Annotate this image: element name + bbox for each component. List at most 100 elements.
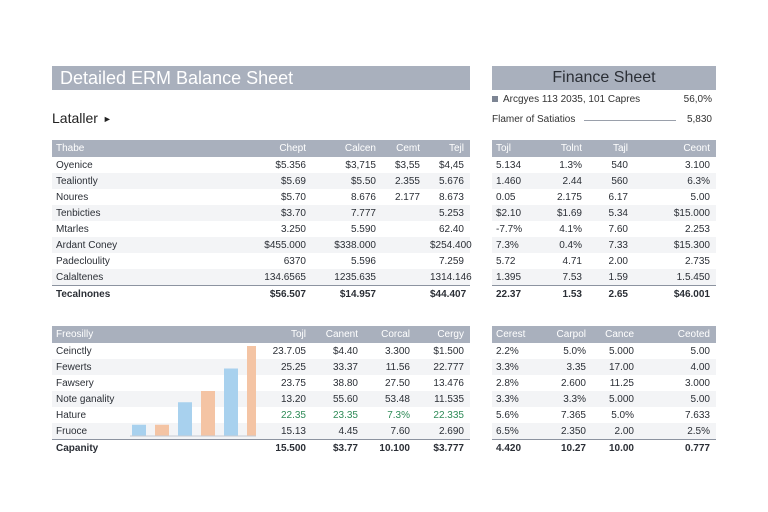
table-cell	[382, 237, 426, 253]
table-row[interactable]: Noures $5.70 8.676 2.177 8.673	[52, 189, 470, 205]
table-cell: 5.00	[690, 345, 710, 357]
table-row[interactable]: Ceinctly 23.7.05 $4.40 3.300 $1.500	[52, 343, 470, 359]
column-header[interactable]: Ceont	[634, 140, 716, 157]
table-cell: 1.460	[492, 173, 544, 189]
section-selector[interactable]: Lataller ►	[52, 110, 112, 126]
table-cell: 2.44	[544, 173, 588, 189]
table-row[interactable]: 7.3% 0.4% 7.33 $15.300	[492, 237, 716, 253]
column-header[interactable]	[132, 326, 260, 343]
table-cell: 5.0%	[611, 409, 634, 421]
table-cell: 5.253	[426, 205, 470, 221]
table-row[interactable]: Tenbicties $3.70 7.777 5.253	[52, 205, 470, 221]
table-cell: 11.56	[364, 359, 416, 375]
table-cell: 17.00	[592, 359, 640, 375]
balance-table: Thabe Chept Calcen Cemt Tejl Oyenice $5.356 $3,…	[52, 140, 472, 302]
table-row[interactable]: 1.460 2.44 560 6.3%	[492, 173, 716, 189]
table-cell: $3.70	[172, 205, 312, 221]
table-row[interactable]: 2.2% 5.0% 5.000 5.00	[492, 343, 716, 359]
table-cell: 5.6%	[496, 409, 519, 421]
total-cell: 10.27	[544, 439, 592, 456]
caret-right-icon: ►	[102, 114, 112, 124]
table-row[interactable]: 1.395 7.53 1.59 1.5.450	[492, 269, 716, 286]
table-cell: 38.80	[332, 377, 358, 389]
table-row[interactable]: 5.72 4.71 2.00 2.735	[492, 253, 716, 269]
table-cell: 1235.635	[312, 269, 382, 286]
column-header[interactable]: Thabe	[52, 140, 172, 157]
table-cell: 7.60	[364, 423, 416, 440]
table-cell: 7.633	[684, 409, 710, 421]
table-row[interactable]: 6.5% 2.350 2.00 2.5%	[492, 423, 716, 440]
total-row: 4.420 10.27 10.00 0.777	[492, 439, 716, 456]
row-label: Noures	[56, 191, 89, 203]
column-header[interactable]: Ceoted	[640, 326, 716, 343]
total-row: 22.37 1.53 2.65 $46.001	[492, 285, 716, 302]
table-cell	[382, 221, 426, 237]
table-cell: 4.71	[562, 255, 582, 267]
column-header[interactable]: Chept	[172, 140, 312, 157]
column-header[interactable]: Corcal	[364, 326, 416, 343]
table-row[interactable]: 0.05 2.175 6.17 5.00	[492, 189, 716, 205]
table-cell: 2.690	[416, 423, 470, 440]
table-cell: 3.000	[684, 377, 710, 389]
column-header[interactable]: Canent	[312, 326, 364, 343]
column-header[interactable]: Cance	[592, 326, 640, 343]
table-row[interactable]: 3.3% 3.35 17.00 4.00	[492, 359, 716, 375]
table-cell: 5.596	[350, 255, 376, 267]
column-header[interactable]: Tajl	[588, 140, 634, 157]
table-row[interactable]: Fewerts 25.25 33.37 11.56 22.777	[52, 359, 470, 375]
table-cell: 3.35	[544, 359, 592, 375]
table-cell: 5.00	[640, 391, 716, 407]
table-cell: $254.400	[426, 237, 472, 253]
table-row[interactable]: 5.6% 7.365 5.0% 7.633	[492, 407, 716, 423]
chart-bar	[247, 346, 256, 436]
table-cell: 15.13	[260, 423, 312, 440]
column-header[interactable]: Calcen	[312, 140, 382, 157]
table-row[interactable]: 3.3% 3.3% 5.000 5.00	[492, 391, 716, 407]
column-header[interactable]: Tojl	[492, 140, 544, 157]
divider-line	[584, 120, 676, 121]
table-cell: 1.59	[588, 269, 634, 286]
table-cell	[382, 269, 426, 286]
table-cell: 13.20	[260, 391, 312, 407]
table-cell: 8.676	[350, 191, 376, 203]
column-header[interactable]: Tolnt	[544, 140, 588, 157]
column-header[interactable]: Cergy	[416, 326, 470, 343]
table-cell: 7.60	[608, 223, 628, 235]
table-cell	[382, 205, 426, 221]
column-header[interactable]: Cerest	[492, 326, 544, 343]
table-cell: 2.00	[608, 255, 628, 267]
table-row[interactable]: Note ganality 13.20 55.60 53.48 11.535	[52, 391, 470, 407]
row-label: Tenbicties	[52, 205, 172, 221]
column-header[interactable]: Freosilly	[52, 326, 132, 343]
table-row[interactable]: Padecloulity 6370 5.596 7.259	[52, 253, 470, 269]
table-cell: 25.25	[260, 359, 312, 375]
table-row[interactable]: Mtarles 3.250 5.590 62.40	[52, 221, 470, 237]
table-cell: 23.7.05	[272, 345, 306, 357]
table-row[interactable]: Ardant Coney $455.000 $338.000 $254.400	[52, 237, 472, 253]
table-cell: 3.100	[684, 159, 710, 171]
table-row[interactable]: $2.10 $1.69 5.34 $15.000	[492, 205, 716, 221]
table-cell: 2.350	[544, 423, 592, 440]
table-cell: 2.00	[592, 423, 640, 440]
table-row[interactable]: Tealiontly $5.69 $5.50 2.355 5.676	[52, 173, 470, 189]
table-row[interactable]: 5.134 1.3% 540 3.100	[492, 157, 716, 173]
table-cell: 2.177	[394, 191, 420, 203]
table-row[interactable]: Fruoce 15.13 4.45 7.60 2.690	[52, 423, 470, 440]
table-row[interactable]: Fawsery 23.75 38.80 27.50 13.476	[52, 375, 470, 391]
table-cell: 1.395	[492, 269, 544, 286]
table-cell: 3.3%	[492, 359, 544, 375]
column-header[interactable]: Cemt	[382, 140, 426, 157]
column-header[interactable]: Tojl	[260, 326, 312, 343]
table-cell: $1.500	[433, 345, 464, 357]
table-row[interactable]: Hature 22.35 23.35 7.3% 22.335	[52, 407, 470, 423]
info-line-label: Flamer of Satiatios	[492, 114, 576, 125]
column-header[interactable]: Tejl	[426, 140, 470, 157]
table-cell: 0.4%	[544, 237, 588, 253]
total-cell: $56.507	[172, 285, 312, 302]
column-header[interactable]: Carpol	[544, 326, 592, 343]
table-row[interactable]: Calaltenes 134.6565 1235.635 1314.146	[52, 269, 472, 286]
table-row[interactable]: 2.8% 2.600 11.25 3.000	[492, 375, 716, 391]
table-row[interactable]: -7.7% 4.1% 7.60 2.253	[492, 221, 716, 237]
table-row[interactable]: Oyenice $5.356 $3,715 $3,55 $4,45	[52, 157, 470, 173]
table-cell: 6.5%	[492, 423, 544, 440]
